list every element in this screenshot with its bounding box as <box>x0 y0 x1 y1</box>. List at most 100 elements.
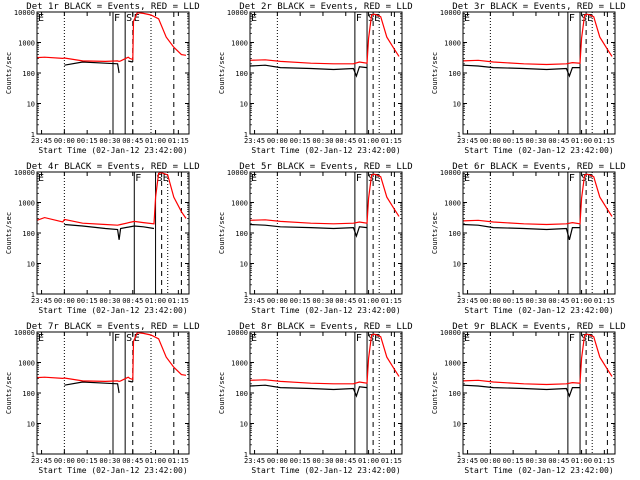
y-tick-label: 10 <box>453 101 461 109</box>
y-tick-label: 10 <box>453 421 461 429</box>
x-tick-label: 01:15 <box>381 457 402 465</box>
x-tick-label: 01:00 <box>145 457 166 465</box>
y-axis-label: Counts/sec <box>218 52 226 94</box>
x-tick-label: 00:15 <box>77 457 98 465</box>
x-tick-label: 00:30 <box>99 137 120 145</box>
y-tick-label: 1 <box>457 291 461 299</box>
chart-panel: Det 1r BLACK = Events, RED = LLD Counts/s… <box>5 2 200 155</box>
x-tick-label: 00:45 <box>548 137 569 145</box>
x-tick-label: 00:15 <box>290 457 311 465</box>
x-tick-label: 00:00 <box>267 297 288 305</box>
y-tick-label: 100 <box>448 230 461 238</box>
y-tick-label: 10000 <box>227 9 248 17</box>
chart-panel: Det 5r BLACK = Events, RED = LLD Counts/s… <box>218 162 413 315</box>
y-tick-label: 10 <box>240 261 248 269</box>
x-tick-label: 00:00 <box>267 137 288 145</box>
y-tick-label: 1000 <box>231 40 248 48</box>
x-tick-label: 00:00 <box>480 137 501 145</box>
y-tick-label: 1000 <box>444 200 461 208</box>
marker-label: F <box>569 333 575 344</box>
x-tick-label: 01:15 <box>168 297 189 305</box>
x-tick-label: 00:30 <box>525 297 546 305</box>
x-tick-label: 00:00 <box>54 137 75 145</box>
marker-label: E <box>374 333 380 344</box>
events-series-line <box>462 384 580 398</box>
x-tick-label: 00:00 <box>480 297 501 305</box>
y-tick-label: 100 <box>235 70 248 78</box>
x-tick-label: 00:15 <box>503 457 524 465</box>
events-series-line <box>249 223 368 238</box>
y-tick-label: 1 <box>244 291 248 299</box>
lld-series-line <box>36 332 187 383</box>
events-series-line <box>462 64 580 78</box>
x-tick-label: 00:45 <box>335 137 356 145</box>
y-tick-label: 1000 <box>231 200 248 208</box>
x-tick-label: 00:45 <box>335 297 356 305</box>
x-tick-label: 00:30 <box>99 457 120 465</box>
y-axis-label: Counts/sec <box>218 372 226 414</box>
x-tick-label: 00:15 <box>77 297 98 305</box>
y-tick-label: 100 <box>448 70 461 78</box>
lld-series-line <box>249 13 400 65</box>
y-tick-label: 100 <box>22 390 35 398</box>
chart-title: Det 1r BLACK = Events, RED = LLD <box>26 2 199 12</box>
x-axis-label: Start Time (02-Jan-12 23:42:00) <box>464 146 613 155</box>
x-tick-label: 01:15 <box>594 297 615 305</box>
lld-series-line <box>462 173 613 226</box>
lld-series-line <box>36 172 187 226</box>
y-tick-label: 1000 <box>444 40 461 48</box>
x-axis-label: Start Time (02-Jan-12 23:42:00) <box>38 466 187 475</box>
y-tick-label: 1000 <box>18 360 35 368</box>
chart-title: Det 5r BLACK = Events, RED = LLD <box>239 162 412 172</box>
y-tick-label: 10 <box>27 421 35 429</box>
marker-label: F <box>135 173 141 184</box>
marker-label: S <box>126 13 132 24</box>
x-axis-label: Start Time (02-Jan-12 23:42:00) <box>38 146 187 155</box>
marker-label: E <box>38 13 44 24</box>
lld-series-line <box>249 173 400 225</box>
lld-series-line <box>36 12 187 63</box>
x-axis-label: Start Time (02-Jan-12 23:42:00) <box>38 306 187 315</box>
x-tick-label: 01:00 <box>571 297 592 305</box>
x-tick-label: 23:45 <box>457 297 478 305</box>
events-series-line <box>64 223 155 240</box>
y-tick-label: 10000 <box>14 9 35 17</box>
x-tick-label: 00:15 <box>503 297 524 305</box>
x-tick-label: 00:30 <box>312 457 333 465</box>
marker-label: E <box>251 333 257 344</box>
y-tick-label: 1000 <box>231 360 248 368</box>
marker-label: F <box>356 333 362 344</box>
x-tick-label: 00:15 <box>290 297 311 305</box>
y-tick-label: 10000 <box>440 169 461 177</box>
y-axis-label: Counts/sec <box>5 52 13 94</box>
marker-label: E <box>464 333 470 344</box>
chart-title: Det 4r BLACK = Events, RED = LLD <box>26 162 199 172</box>
y-tick-label: 10 <box>27 261 35 269</box>
y-axis-label: Counts/sec <box>431 372 439 414</box>
x-axis-label: Start Time (02-Jan-12 23:42:00) <box>464 306 613 315</box>
x-tick-label: 00:00 <box>480 457 501 465</box>
y-tick-label: 1 <box>457 131 461 139</box>
lld-series-line <box>462 333 613 386</box>
y-axis-label: Counts/sec <box>431 52 439 94</box>
y-tick-label: 10000 <box>440 9 461 17</box>
chart-panel: Det 9r BLACK = Events, RED = LLD Counts/s… <box>431 322 626 475</box>
y-tick-label: 10000 <box>227 169 248 177</box>
marker-label: E <box>587 173 593 184</box>
x-tick-label: 00:45 <box>548 297 569 305</box>
plot-frame <box>36 171 190 295</box>
x-tick-label: 00:30 <box>99 297 120 305</box>
marker-label: F <box>569 173 575 184</box>
y-tick-label: 1000 <box>18 40 35 48</box>
marker-label: F <box>356 173 362 184</box>
marker-label: F <box>569 13 575 24</box>
events-series-line <box>462 223 580 240</box>
y-axis-label: Counts/sec <box>5 212 13 254</box>
x-tick-label: 00:45 <box>335 457 356 465</box>
plot-frame <box>36 331 190 455</box>
x-tick-label: 00:15 <box>77 137 98 145</box>
x-tick-label: 01:15 <box>381 297 402 305</box>
marker-label: E <box>251 13 257 24</box>
x-tick-label: 01:00 <box>145 137 166 145</box>
y-tick-label: 1 <box>244 451 248 459</box>
